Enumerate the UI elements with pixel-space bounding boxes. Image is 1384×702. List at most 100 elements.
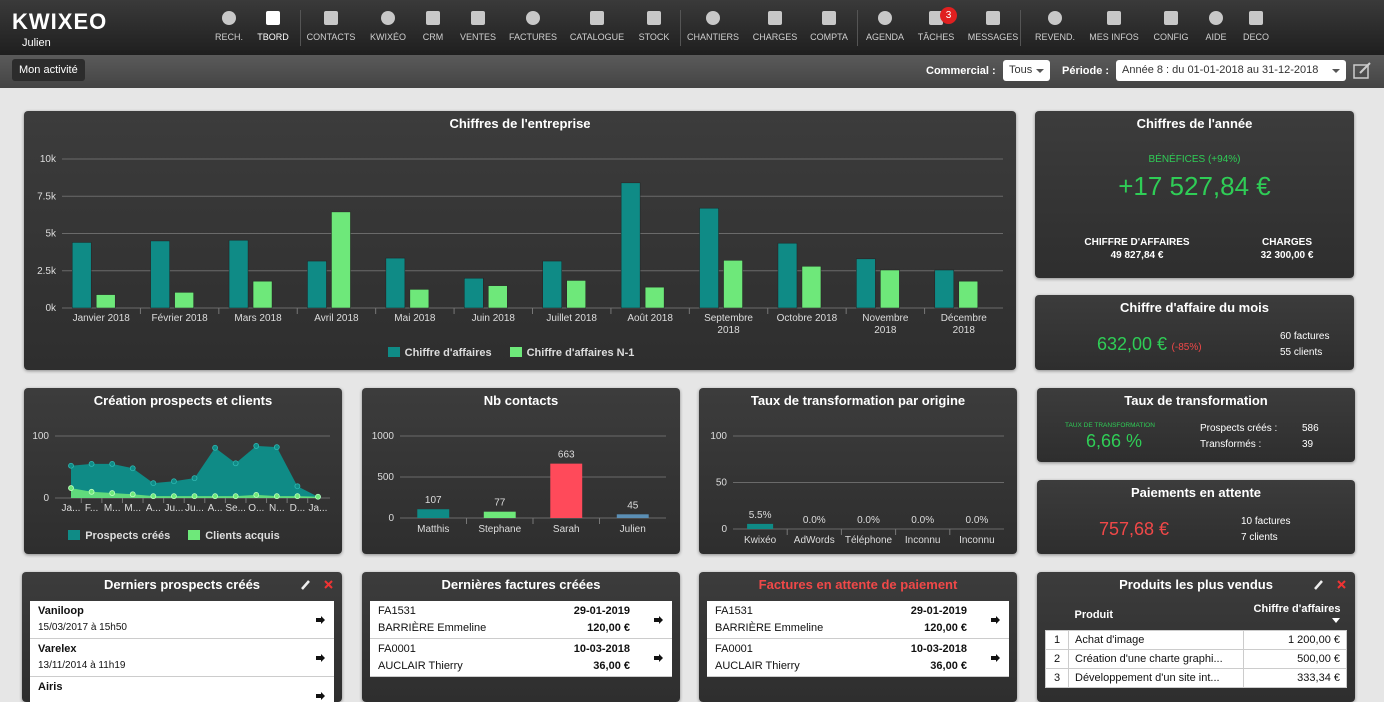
commercial-select[interactable]: Tous (1003, 60, 1050, 81)
panel-actions[interactable] (1313, 578, 1353, 592)
nav-icon (768, 11, 782, 25)
nav-item[interactable]: RECH. (199, 0, 259, 55)
nav-item[interactable]: VENTES (448, 0, 508, 55)
panel-actions[interactable] (300, 578, 340, 592)
x-tick-label: Février 2018 (151, 313, 208, 324)
period-select[interactable]: Année 8 : du 01-01-2018 au 31-12-2018 (1116, 60, 1346, 81)
invoice-row[interactable]: FA1531 29-01-2019 BARRIÈRE Emmeline 120,00 … (707, 601, 1009, 639)
x-tick-label: Inconnu (959, 535, 995, 546)
prospect-row[interactable]: Vaniloop 15/03/2017 à 15h50 (30, 601, 334, 639)
header-cell[interactable]: Produit (1074, 609, 1114, 621)
product-row[interactable]: 3 Développement d'un site int... 333,34 € (1045, 668, 1347, 688)
nav-separator (300, 10, 301, 46)
logo[interactable]: KWIXEO (12, 9, 108, 34)
nav-icon (878, 11, 892, 25)
nav-item[interactable]: AIDE (1186, 0, 1246, 55)
nav-item[interactable]: CONTACTS (301, 0, 361, 55)
products-panel: Produits les plus vendus Produit Chiffre … (1037, 572, 1355, 702)
x-tick-label: Ja... (62, 503, 81, 514)
x-tick-label: M... (104, 503, 121, 514)
contacts-chart-panel: Nb contacts 0 500 1000 107 77 663 45 Matthis Ste… (362, 388, 680, 554)
product-row[interactable]: 2 Création d'une charte graphi... 500,00 € (1045, 649, 1347, 669)
legend-item[interactable]: Chiffre d'affaires (387, 347, 492, 359)
x-tick-label: Décembre 2018 (940, 313, 987, 336)
legend-item[interactable]: Clients acquis (188, 530, 280, 542)
row-arrow[interactable] (654, 654, 664, 662)
nav-label: VENTES (459, 32, 496, 42)
nav-item[interactable]: CRM (403, 0, 463, 55)
nav-item[interactable]: MESSAGES (963, 0, 1023, 55)
point (253, 492, 260, 498)
panel-title: Paiements en attente (1130, 485, 1262, 500)
point (191, 475, 198, 482)
data-label: 663 (558, 450, 575, 461)
point (129, 465, 136, 472)
invoice-row[interactable]: FA0001 10-03-2018 AUCLAIR Thierry 36,00 € (370, 639, 672, 677)
nav-icon (1164, 11, 1178, 25)
row-arrow[interactable] (991, 654, 1001, 662)
header-cell[interactable]: Chiffre d'affaires (1244, 600, 1347, 631)
nav-item[interactable]: TBORD (243, 0, 303, 55)
arrow-shape (654, 616, 663, 624)
row-arrow[interactable] (316, 654, 326, 662)
invoice-date: 29-01-2019 (910, 605, 967, 617)
row-arrow[interactable] (316, 692, 326, 700)
legend-item[interactable]: Chiffre d'affaires N-1 (509, 347, 635, 359)
nav-separator (857, 10, 858, 46)
pending-clients: 7 clients (1241, 532, 1278, 543)
invoice-amount: 120,00 € (587, 622, 630, 634)
nav-icon (1249, 11, 1263, 25)
x-tick-label: A... (146, 503, 161, 514)
icon-shape (647, 11, 661, 25)
transformation-panel: Taux de transformation TAUX DE TRANSFORM… (1037, 388, 1355, 462)
nav-separator (680, 10, 681, 46)
nav-item[interactable]: AGENDA (855, 0, 915, 55)
nav-icon (266, 11, 280, 25)
nav-item[interactable]: CHARGES (745, 0, 805, 55)
products-table: Produit Chiffre d'affaires 1 Achat d'image 1… (1045, 600, 1347, 688)
charges-value: 32 300,00 € (1260, 250, 1314, 261)
top-nav: KWIXEO Julien RECH. TBORD CONTACTS KWIXÉO CR… (0, 0, 1384, 56)
legend-label: Chiffre d'affaires N-1 (526, 347, 635, 359)
product-cell: 2 (1045, 649, 1069, 669)
activity-button[interactable]: Mon activité (12, 59, 85, 81)
prospect-row[interactable]: Varelex 13/11/2014 à 11h19 (30, 639, 334, 677)
chart-svg: 0k 2.5k 5k 7.5k 10k (37, 154, 1003, 314)
edit-icon[interactable] (1352, 61, 1372, 81)
row-arrow[interactable] (654, 616, 664, 624)
nav-item[interactable]: DECO (1226, 0, 1286, 55)
nav-item[interactable]: COMPTA (799, 0, 859, 55)
nav-item[interactable]: MES INFOS (1084, 0, 1144, 55)
legend-label: Clients acquis (205, 530, 280, 542)
x-tick-label: Julien (619, 524, 646, 535)
nav-item[interactable]: STOCK (624, 0, 684, 55)
prospect-row[interactable]: Airis (30, 677, 334, 702)
prospect-name: Airis (38, 681, 63, 693)
x-tick-label: Kwixéo (743, 535, 777, 546)
nav-item[interactable]: CHANTIERS (683, 0, 743, 55)
icon-shape (324, 11, 338, 25)
nav-item[interactable]: CONFIG (1141, 0, 1201, 55)
nav-item[interactable]: FACTURES (503, 0, 563, 55)
invoice-row[interactable]: FA1531 29-01-2019 BARRIÈRE Emmeline 120,00 … (370, 601, 672, 639)
row-arrow[interactable] (316, 616, 326, 624)
nav-item[interactable]: CATALOGUE (567, 0, 627, 55)
invoice-row[interactable]: FA0001 10-03-2018 AUCLAIR Thierry 36,00 € (707, 639, 1009, 677)
nav-label: STOCK (638, 32, 670, 42)
nav-item[interactable]: TÂCHES 3 (906, 0, 966, 55)
row-arrow[interactable] (991, 616, 1001, 624)
invoice-client: AUCLAIR Thierry (715, 660, 800, 672)
nav-item[interactable]: KWIXÉO (358, 0, 418, 55)
x-tick-label: D... (290, 503, 306, 514)
icon-shape (590, 11, 604, 25)
nav-label: MESSAGES (967, 32, 1019, 42)
point (88, 461, 95, 467)
legend-item[interactable]: Prospects créés (68, 530, 170, 542)
nav-badge: 3 (940, 7, 957, 24)
y-tick-label: 10k (40, 154, 57, 165)
nav-item[interactable]: REVEND. (1025, 0, 1085, 55)
y-tick-label: 100 (710, 431, 727, 442)
product-row[interactable]: 1 Achat d'image 1 200,00 € (1045, 630, 1347, 650)
point (315, 493, 321, 500)
y-tick-label: 0 (721, 524, 727, 535)
